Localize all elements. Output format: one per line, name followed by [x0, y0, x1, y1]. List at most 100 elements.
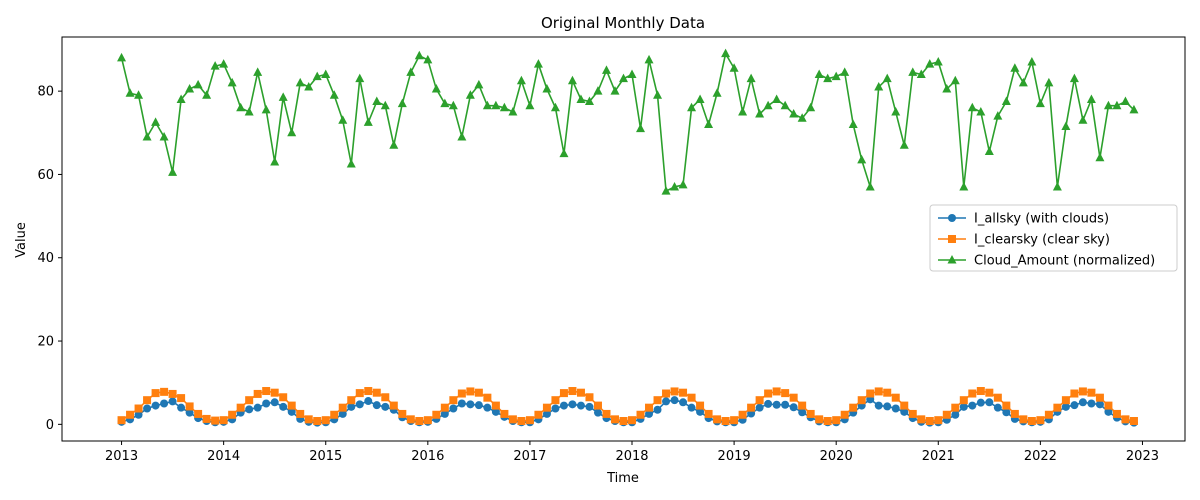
data-point	[967, 102, 977, 112]
x-tick-label: 2022	[1024, 449, 1057, 464]
data-point	[185, 402, 194, 411]
data-point	[593, 401, 602, 410]
data-point	[1044, 77, 1054, 87]
data-point	[1112, 409, 1121, 418]
data-point	[355, 389, 364, 398]
data-point	[508, 106, 518, 116]
legend-swatch-marker	[947, 255, 957, 264]
data-point	[584, 96, 594, 106]
x-tick-label: 2020	[820, 449, 853, 464]
data-point	[185, 84, 195, 93]
data-point	[849, 403, 858, 412]
data-point	[466, 400, 475, 409]
data-point	[780, 100, 790, 110]
data-point	[797, 113, 807, 122]
data-point	[942, 84, 952, 93]
data-point	[244, 106, 254, 116]
data-point	[568, 400, 577, 409]
data-point	[1002, 401, 1011, 410]
data-point	[729, 63, 739, 72]
data-point	[168, 389, 177, 398]
data-point	[806, 102, 816, 112]
data-point	[865, 181, 875, 191]
data-point	[1078, 115, 1088, 124]
data-point	[959, 181, 969, 191]
legend-item: Cloud_Amount (normalized)	[938, 254, 1155, 269]
data-point	[372, 401, 381, 410]
data-point	[636, 410, 645, 419]
data-point	[899, 140, 909, 149]
data-point	[662, 389, 671, 398]
data-point	[696, 401, 705, 410]
series-line	[120, 51, 1135, 193]
data-point	[457, 389, 466, 398]
data-point	[483, 393, 492, 402]
data-point	[661, 186, 671, 195]
data-point	[261, 104, 271, 114]
data-point	[270, 398, 279, 407]
data-point	[347, 402, 356, 411]
data-point	[968, 389, 977, 398]
data-point	[679, 388, 688, 397]
data-point	[431, 84, 441, 93]
data-point	[687, 393, 696, 402]
data-point	[491, 401, 500, 410]
data-point	[508, 415, 517, 424]
data-point	[381, 402, 390, 411]
chart-title: Original Monthly Data	[541, 14, 705, 32]
data-point	[746, 73, 756, 83]
data-point	[883, 402, 892, 411]
data-point	[227, 77, 237, 87]
data-point	[670, 396, 679, 405]
data-point	[874, 387, 883, 396]
data-point	[832, 416, 841, 425]
y-axis: 0 20 40 60 80	[37, 85, 62, 433]
data-point	[423, 54, 433, 64]
data-point	[874, 401, 883, 410]
data-point	[534, 410, 543, 419]
data-point	[551, 404, 560, 413]
data-point	[449, 404, 458, 413]
data-point	[151, 389, 160, 398]
data-point	[559, 389, 568, 398]
data-point	[781, 400, 790, 409]
data-point	[287, 407, 296, 416]
data-point	[823, 417, 832, 426]
data-point	[125, 88, 135, 97]
data-point	[542, 409, 551, 418]
data-point	[1001, 96, 1011, 106]
data-point	[219, 59, 229, 68]
data-point	[177, 403, 186, 412]
data-point	[364, 397, 373, 406]
data-point	[653, 396, 662, 405]
data-point	[321, 69, 331, 78]
data-point	[245, 396, 254, 405]
data-point	[397, 98, 407, 108]
data-point	[1078, 387, 1087, 396]
data-point	[1052, 181, 1062, 191]
data-point	[270, 388, 279, 397]
data-point	[891, 393, 900, 402]
data-point	[662, 397, 671, 406]
data-point	[866, 389, 875, 398]
data-point	[772, 400, 781, 409]
data-point	[296, 409, 305, 418]
legend-swatch-marker	[948, 214, 956, 222]
data-point	[1036, 416, 1045, 425]
data-point	[764, 389, 773, 398]
data-point	[1061, 121, 1071, 131]
data-point	[645, 409, 654, 418]
data-point	[134, 90, 144, 99]
data-point	[415, 417, 424, 426]
data-point	[1061, 396, 1070, 405]
data-point	[210, 61, 220, 70]
data-point	[747, 403, 756, 412]
data-point	[848, 119, 858, 128]
data-point	[363, 117, 373, 126]
data-point	[168, 397, 177, 406]
data-point	[432, 410, 441, 419]
data-point	[525, 100, 535, 110]
data-point	[933, 56, 943, 66]
data-point	[738, 106, 748, 116]
data-point	[253, 403, 262, 412]
